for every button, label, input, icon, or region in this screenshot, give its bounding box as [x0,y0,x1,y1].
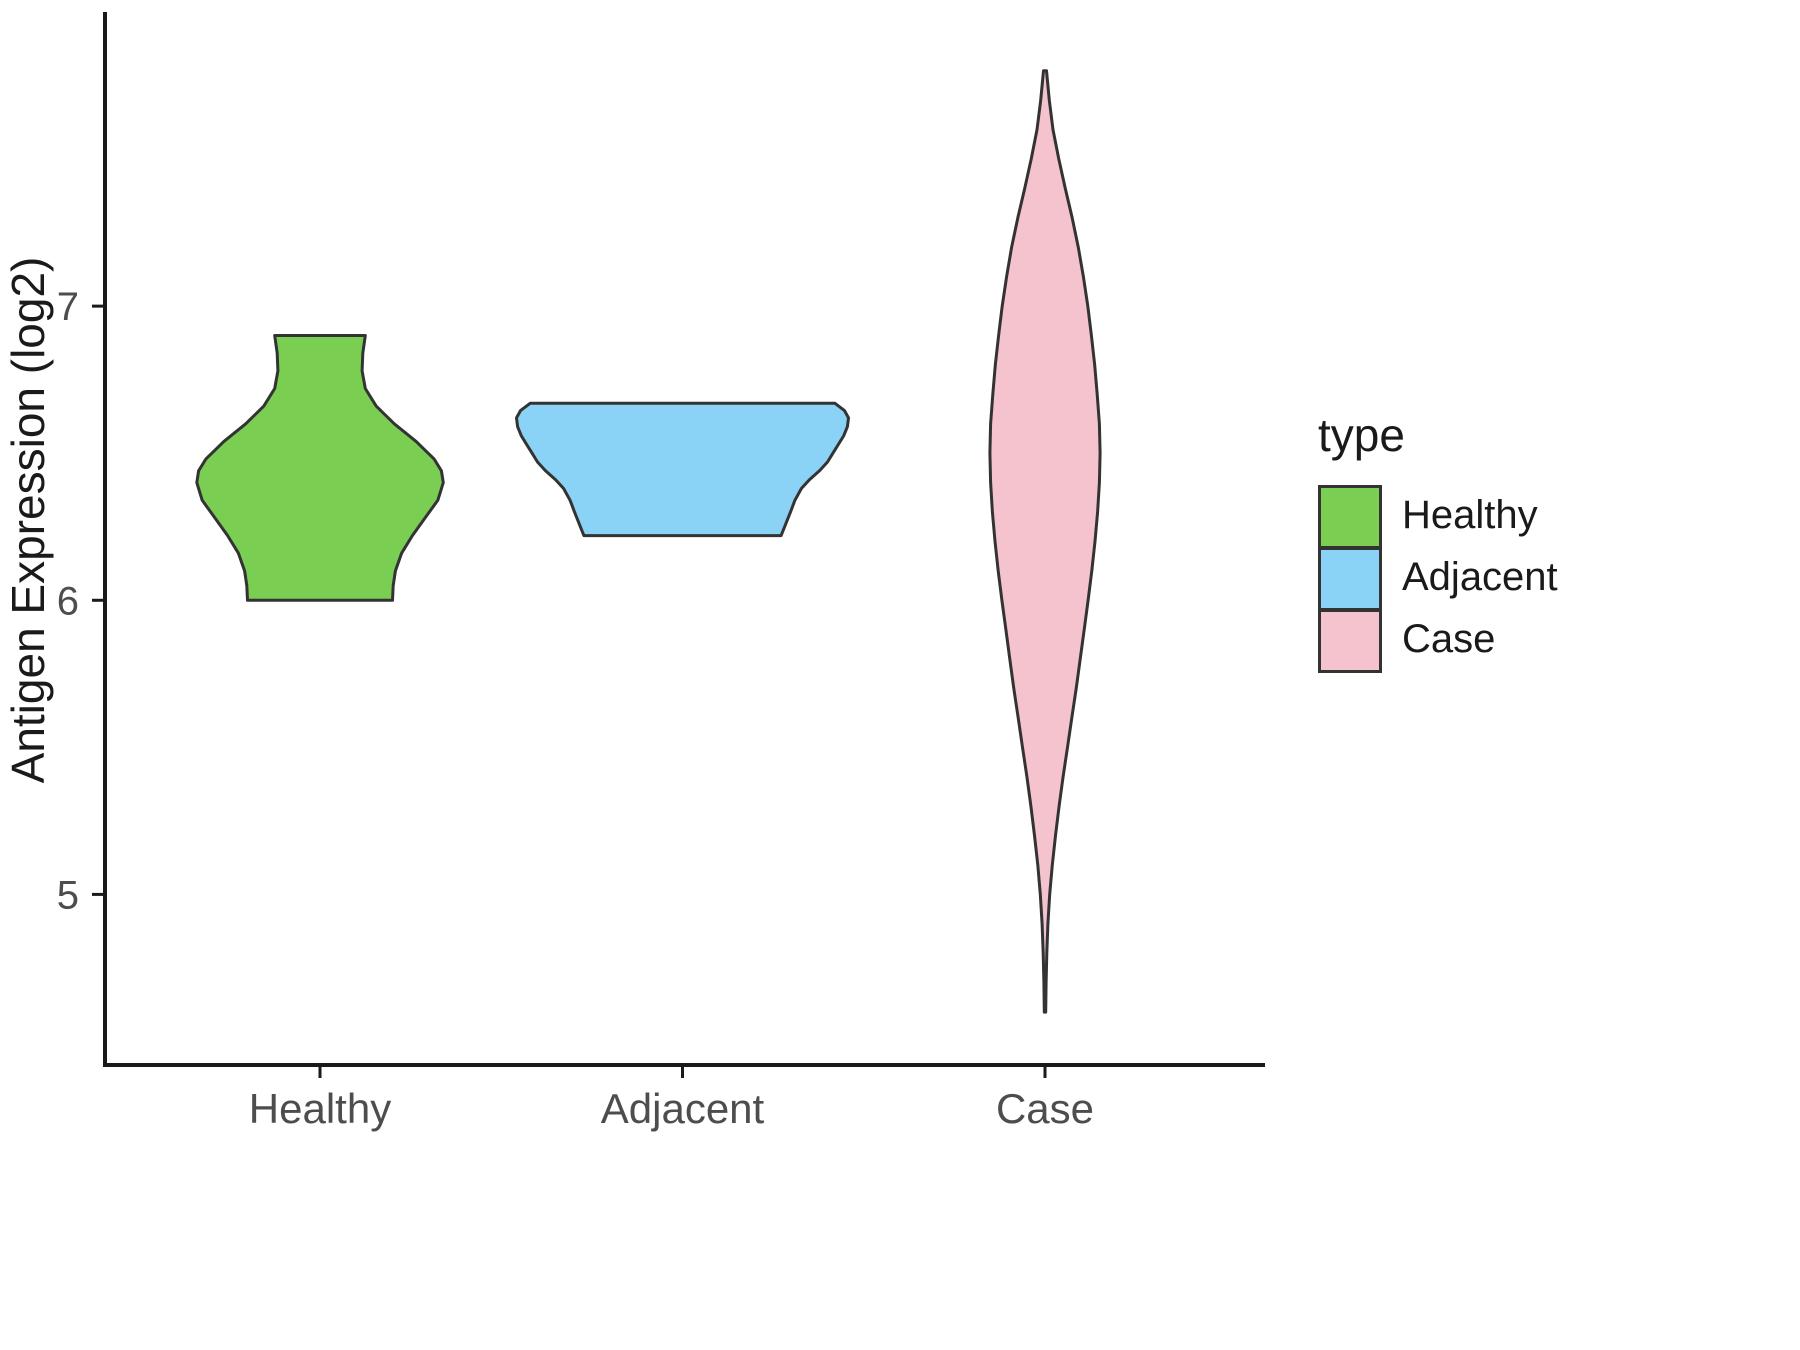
x-tick-label: Healthy [249,1085,391,1132]
legend-label: Healthy [1402,492,1538,537]
violin-case [988,69,1102,1014]
y-tick-label: 5 [57,873,79,917]
legend-swatch-adjacent [1318,546,1382,611]
y-axis-title: Antigen Expression (log2) [2,257,54,784]
legend-entry-healthy: Healthy [1318,484,1558,549]
violin-adjacent [515,401,850,538]
legend-entries: Healthy Adjacent Case [1318,484,1558,673]
legend-entry-adjacent: Adjacent [1318,546,1558,611]
legend-label: Case [1402,616,1496,661]
legend: type Healthy Adjacent Case [1318,408,1558,673]
legend-entry-case: Case [1318,608,1558,673]
legend-title: type [1318,409,1405,461]
legend-label: Adjacent [1402,554,1558,599]
legend-swatch-case [1318,608,1382,673]
y-tick-label: 7 [57,285,79,329]
x-tick-label: Case [996,1085,1094,1132]
legend-swatch-healthy [1318,484,1382,549]
violin-healthy [195,334,445,602]
x-tick-label: Adjacent [601,1085,765,1132]
y-tick-label: 6 [57,579,79,623]
